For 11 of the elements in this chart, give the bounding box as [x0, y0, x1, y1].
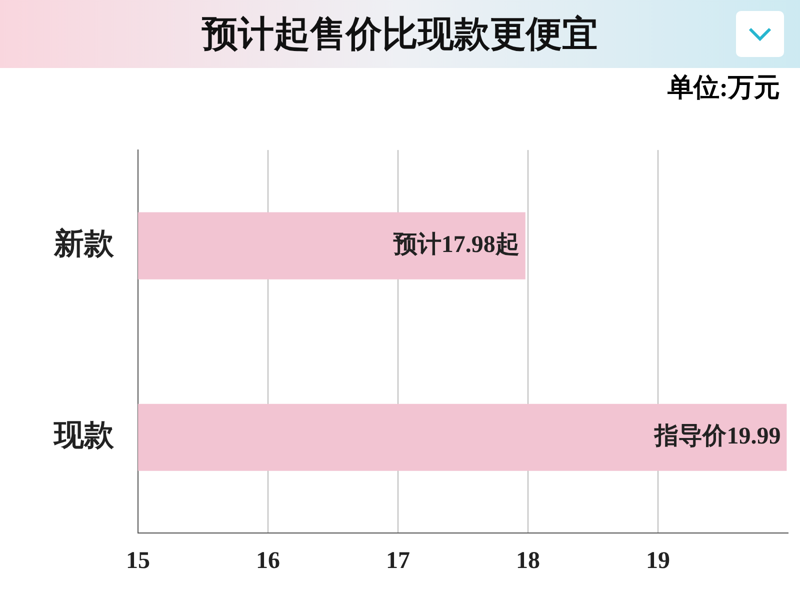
x-tick-label: 17 [386, 548, 410, 574]
text: 单位:万元 [667, 73, 780, 102]
data-label: 指导价19.99 [654, 422, 781, 450]
x-tick-label: 18 [516, 548, 540, 574]
x-tick-label: 19 [646, 548, 670, 574]
y-tick-label: 现款 [53, 419, 115, 452]
y-tick-label: 新款 [53, 226, 115, 261]
x-tick-label: 16 [256, 548, 280, 574]
data-label: 预计17.98起 [392, 231, 520, 258]
chart-title: 预计起售价比现款更便宜 [202, 12, 598, 56]
x-tick-label: 15 [126, 548, 150, 574]
